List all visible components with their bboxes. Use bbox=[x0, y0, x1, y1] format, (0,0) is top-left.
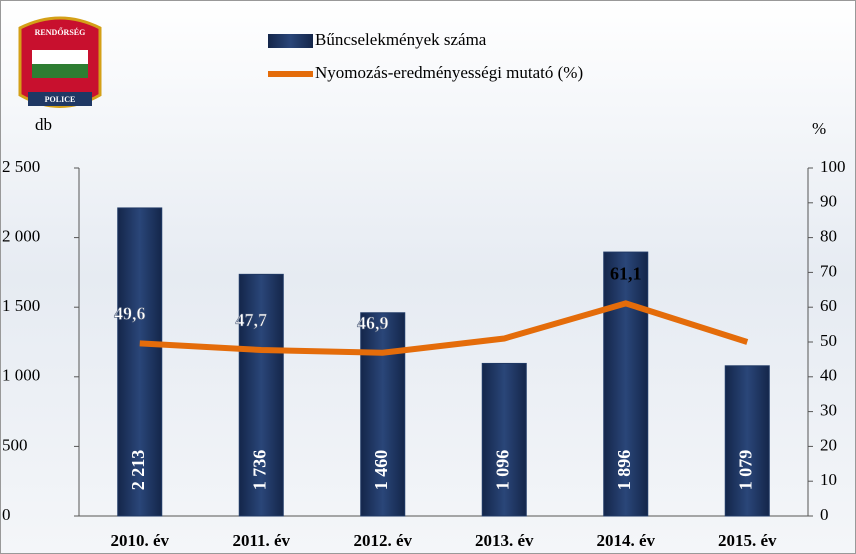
y2-axis-label: % bbox=[812, 119, 826, 138]
y2-tick-label: 10 bbox=[820, 470, 837, 489]
bar-value-label: 1 079 bbox=[735, 450, 755, 491]
bar-value-label: 1 736 bbox=[249, 450, 269, 491]
x-tick-label: 2014. év bbox=[596, 531, 655, 550]
x-tick-label: 2012. év bbox=[353, 531, 412, 550]
y-tick-label: 1 000 bbox=[2, 366, 40, 385]
line-value-label: 61,1 bbox=[610, 263, 642, 283]
bar-value-label: 2 213 bbox=[128, 450, 148, 491]
legend-swatch bbox=[268, 34, 313, 48]
bar-value-label: 1 096 bbox=[492, 450, 512, 491]
y2-tick-label: 100 bbox=[820, 157, 846, 176]
logo-bottom: POLICE bbox=[45, 95, 76, 104]
y2-tick-label: 80 bbox=[820, 227, 837, 246]
y2-tick-label: 0 bbox=[820, 505, 829, 524]
y2-tick-label: 40 bbox=[820, 366, 837, 385]
legend-label: Bűncselekmények száma bbox=[315, 30, 487, 49]
bar bbox=[725, 366, 769, 516]
line-value-label: 47,7 bbox=[236, 310, 268, 330]
bar-value-label: 1 896 bbox=[614, 450, 634, 491]
line-value-label: 46,9 bbox=[357, 313, 389, 333]
y2-tick-label: 50 bbox=[820, 331, 837, 350]
line-value-label: 49,6 bbox=[114, 304, 146, 324]
y2-tick-label: 90 bbox=[820, 192, 837, 211]
y-tick-label: 2 000 bbox=[2, 227, 40, 246]
y2-tick-label: 60 bbox=[820, 296, 837, 315]
x-tick-label: 2011. év bbox=[232, 531, 290, 550]
bar bbox=[482, 363, 526, 516]
y-tick-label: 1 500 bbox=[2, 296, 40, 315]
logo-top: RENDŐRSÉG bbox=[35, 27, 86, 37]
y2-tick-label: 70 bbox=[820, 261, 837, 280]
y-axis-label: db bbox=[35, 115, 52, 134]
x-tick-label: 2010. év bbox=[110, 531, 169, 550]
y2-tick-label: 30 bbox=[820, 401, 837, 420]
y-tick-label: 0 bbox=[2, 505, 11, 524]
x-tick-label: 2015. év bbox=[718, 531, 777, 550]
y-tick-label: 2 500 bbox=[2, 157, 40, 176]
x-tick-label: 2013. év bbox=[475, 531, 534, 550]
chart: RENDŐRSÉG POLICE db % 05001 0001 5002 00… bbox=[0, 0, 856, 554]
bar-value-label: 1 460 bbox=[371, 450, 391, 491]
y-tick-label: 500 bbox=[2, 435, 28, 454]
logo: RENDŐRSÉG POLICE bbox=[20, 18, 100, 107]
y2-tick-label: 20 bbox=[820, 435, 837, 454]
legend-label: Nyomozás-eredményességi mutató (%) bbox=[315, 63, 583, 82]
